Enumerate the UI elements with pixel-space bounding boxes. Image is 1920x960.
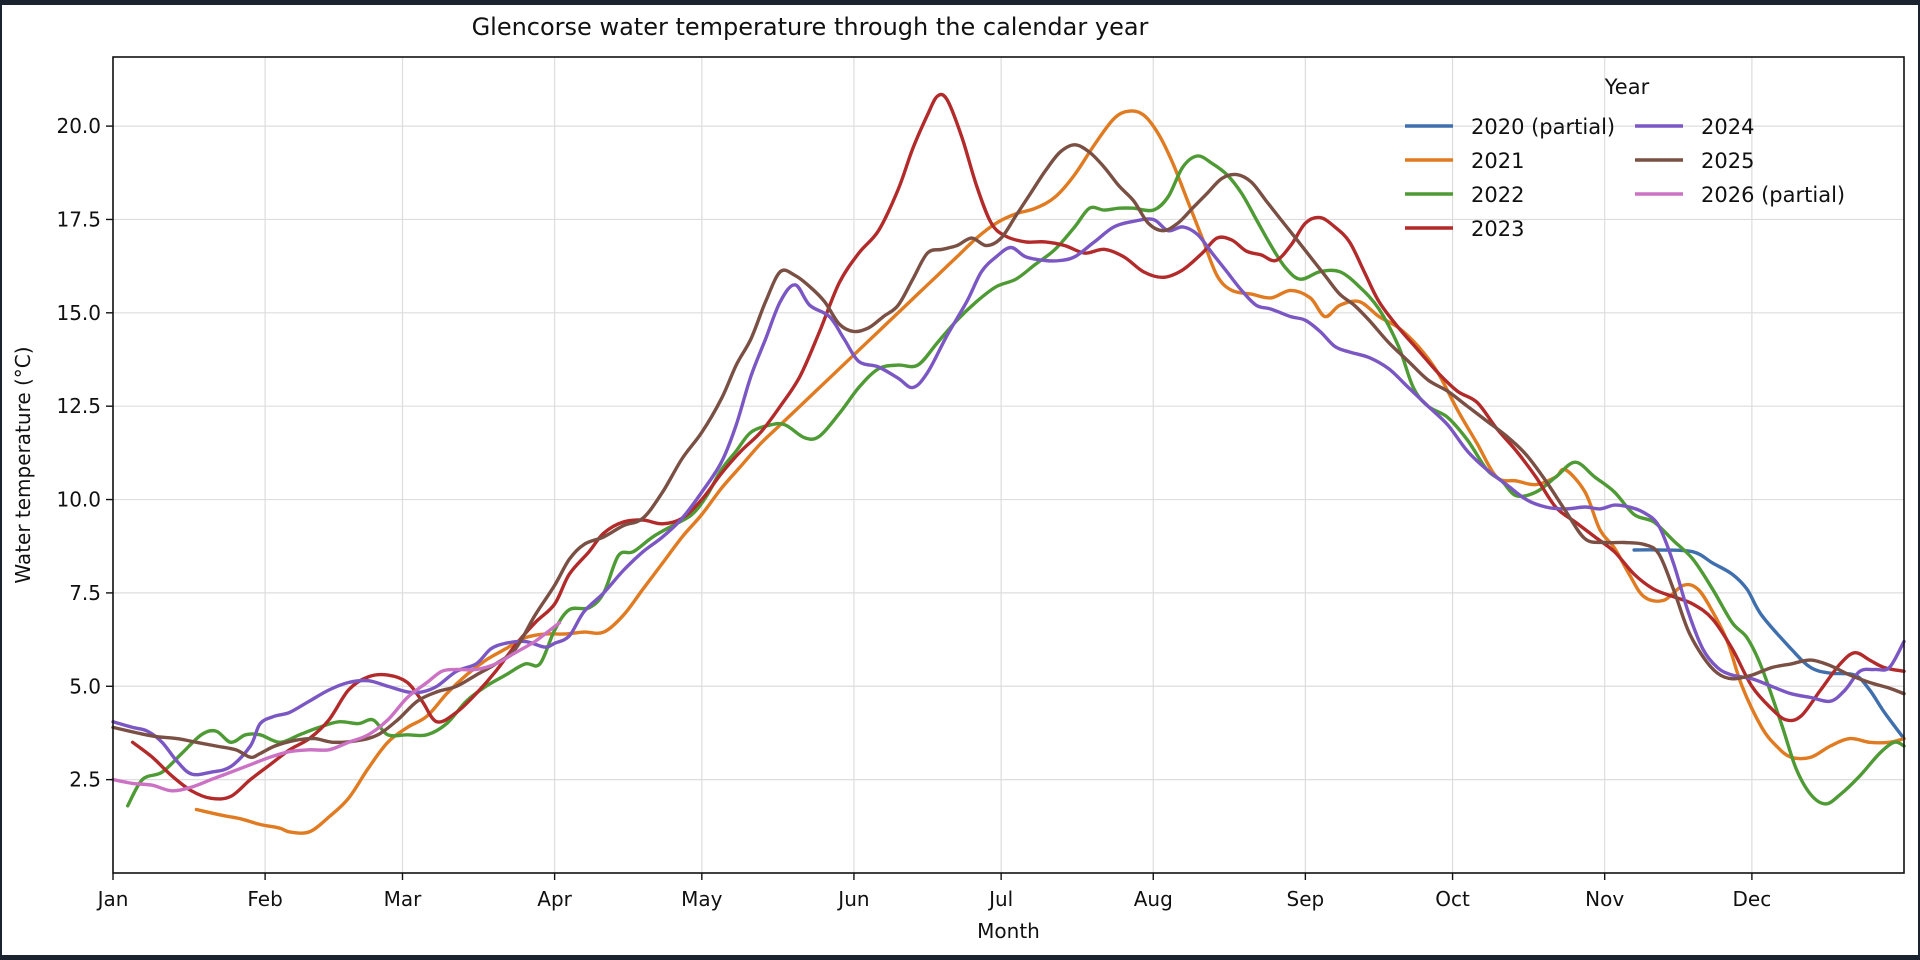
legend-entry-label: 2023 xyxy=(1471,217,1524,241)
x-tick-label: Nov xyxy=(1585,887,1624,911)
line-chart: Glencorse water temperature through the … xyxy=(11,13,1906,943)
x-tick-label: Jul xyxy=(987,887,1013,911)
legend-entry-label: 2020 (partial) xyxy=(1471,115,1615,139)
legend: Year 2020 (partial) 2021 2022 2023 2024 2025 2… xyxy=(1405,75,1845,241)
figure-frame: Glencorse water temperature through the … xyxy=(2,5,1918,955)
y-tick-label: 5.0 xyxy=(69,674,101,698)
series-line-2020-partial xyxy=(1632,548,1906,741)
series-line-2026-partial xyxy=(111,621,562,793)
series-lines xyxy=(111,92,1906,835)
x-tick-label: Jun xyxy=(836,887,869,911)
x-axis-label: Month xyxy=(977,919,1040,943)
chart-title: Glencorse water temperature through the … xyxy=(472,13,1149,41)
legend-entry-label: 2024 xyxy=(1701,115,1754,139)
legend-entry-label: 2022 xyxy=(1471,183,1524,207)
legend-entry-label: 2026 (partial) xyxy=(1701,183,1845,207)
x-tick-label: Feb xyxy=(247,887,282,911)
x-tick-label: Sep xyxy=(1287,887,1325,911)
y-tick-label: 17.5 xyxy=(56,207,101,231)
y-tick-label: 10.0 xyxy=(56,488,101,512)
plot-area-border xyxy=(112,56,1905,874)
series-line-2024 xyxy=(111,217,1906,777)
x-tick-label: Jan xyxy=(96,887,129,911)
y-tick-label: 15.0 xyxy=(56,301,101,325)
series-line-2022 xyxy=(126,154,1906,808)
grid-lines xyxy=(112,57,1904,873)
x-axis: Jan Feb Mar Apr May Jun Jul Aug Sep Oct Nov Dec xyxy=(96,873,1772,911)
x-tick-label: May xyxy=(681,887,723,911)
legend-entry-label: 2021 xyxy=(1471,149,1524,173)
y-axis: 2.5 5.0 7.5 10.0 12.5 15.0 17.5 20.0 xyxy=(56,114,113,792)
x-tick-label: Mar xyxy=(384,887,423,911)
series-line-2025 xyxy=(111,143,1906,760)
y-tick-label: 20.0 xyxy=(56,114,101,138)
x-tick-label: Oct xyxy=(1435,887,1470,911)
x-tick-label: Apr xyxy=(537,887,572,911)
x-tick-label: Dec xyxy=(1733,887,1772,911)
x-tick-label: Aug xyxy=(1134,887,1173,911)
series-line-2021 xyxy=(194,109,1906,835)
y-tick-label: 2.5 xyxy=(69,768,101,792)
legend-title: Year xyxy=(1604,75,1650,99)
y-axis-label: Water temperature (°C) xyxy=(11,346,35,583)
series-line-2023 xyxy=(130,92,1906,801)
legend-entry-label: 2025 xyxy=(1701,149,1754,173)
y-tick-label: 7.5 xyxy=(69,581,101,605)
y-tick-label: 12.5 xyxy=(56,394,101,418)
